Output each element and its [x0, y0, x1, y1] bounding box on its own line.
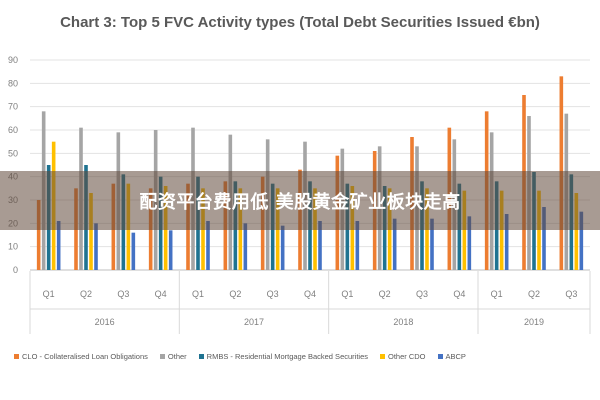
- chart-title: Chart 3: Top 5 FVC Activity types (Total…: [60, 14, 540, 31]
- legend: CLO - Collateralised Loan Obligations Oth…: [14, 352, 594, 361]
- group-label: 2019: [524, 317, 544, 327]
- legend-label: RMBS - Residential Mortgage Backed Secur…: [206, 352, 368, 361]
- overlay-banner: 配资平台费用低 美股黄金矿业板块走高: [0, 171, 600, 230]
- x-tick-label: Q4: [155, 289, 167, 299]
- overlay-text: 配资平台费用低 美股黄金矿业板块走高: [139, 191, 461, 213]
- x-tick-label: Q3: [565, 289, 577, 299]
- legend-swatch: [159, 354, 165, 359]
- legend-label: CLO - Collateralised Loan Obligations: [22, 352, 148, 361]
- legend-item: CLO - Collateralised Loan Obligations: [14, 352, 148, 361]
- x-tick-label: Q3: [117, 289, 129, 299]
- bar: [168, 230, 173, 270]
- legend-item: Other CDO: [380, 352, 426, 361]
- bar: [280, 225, 285, 270]
- x-tick-label: Q1: [43, 289, 55, 299]
- x-tick-label: Q1: [341, 289, 353, 299]
- x-tick-label: Q3: [267, 289, 279, 299]
- x-tick-label: Q2: [80, 289, 92, 299]
- bar: [542, 207, 546, 270]
- y-tick-label: 60: [8, 125, 18, 135]
- x-tick-label: Q4: [304, 289, 316, 299]
- bar: [318, 221, 322, 270]
- x-tick-label: Q1: [192, 289, 204, 299]
- y-tick-label: 80: [8, 78, 18, 88]
- y-tick-label: 10: [8, 242, 18, 252]
- y-tick-label: 90: [8, 55, 18, 65]
- bar: [94, 223, 98, 270]
- y-tick-label: 0: [13, 265, 18, 275]
- legend-swatch: [437, 354, 443, 359]
- bar: [537, 190, 541, 270]
- group-label: 2017: [244, 317, 264, 327]
- bar: [579, 211, 584, 270]
- legend-swatch: [380, 354, 385, 359]
- y-axis-tick-labels: 0102030405060708090: [8, 55, 18, 275]
- bar: [243, 223, 248, 270]
- legend-label: ABCP: [445, 352, 466, 361]
- x-tick-label: Q2: [379, 289, 391, 299]
- x-tick-label: Q3: [416, 289, 428, 299]
- y-tick-label: 50: [8, 148, 18, 158]
- x-tick-label: Q2: [528, 289, 540, 299]
- bar: [574, 193, 579, 270]
- legend-label: Other CDO: [388, 352, 426, 361]
- bar: [36, 200, 41, 270]
- bar: [206, 221, 210, 270]
- bar: [355, 221, 360, 270]
- legend-item: ABCP: [437, 352, 466, 361]
- x-axis-tick-labels: Q1 Q2 Q3 Q4 Q1 Q2 Q3 Q4 Q1 Q2 Q3 Q4 Q1 Q2 Q3: [43, 289, 578, 299]
- bar: [430, 218, 434, 270]
- bar: [467, 216, 472, 270]
- bar: [392, 218, 397, 270]
- legend-item: Other: [159, 352, 187, 361]
- bar: [131, 232, 136, 270]
- bar: [56, 221, 61, 270]
- group-label: 2016: [95, 317, 115, 327]
- y-tick-label: 70: [8, 102, 18, 112]
- x-tick-label: Q2: [229, 289, 241, 299]
- x-tick-label: Q4: [453, 289, 465, 299]
- group-label: 2018: [393, 317, 413, 327]
- x-tick-label: Q1: [491, 289, 503, 299]
- bar: [89, 193, 93, 270]
- legend-item: RMBS - Residential Mortgage Backed Secur…: [198, 352, 368, 361]
- bar: [462, 190, 467, 270]
- x-axis-group-labels: 2016 2017 2018 2019: [29, 271, 591, 334]
- legend-swatch: [198, 354, 204, 359]
- bar: [504, 214, 509, 270]
- bar: [499, 190, 504, 270]
- legend-label: Other: [167, 352, 187, 361]
- legend-swatch: [14, 354, 19, 359]
